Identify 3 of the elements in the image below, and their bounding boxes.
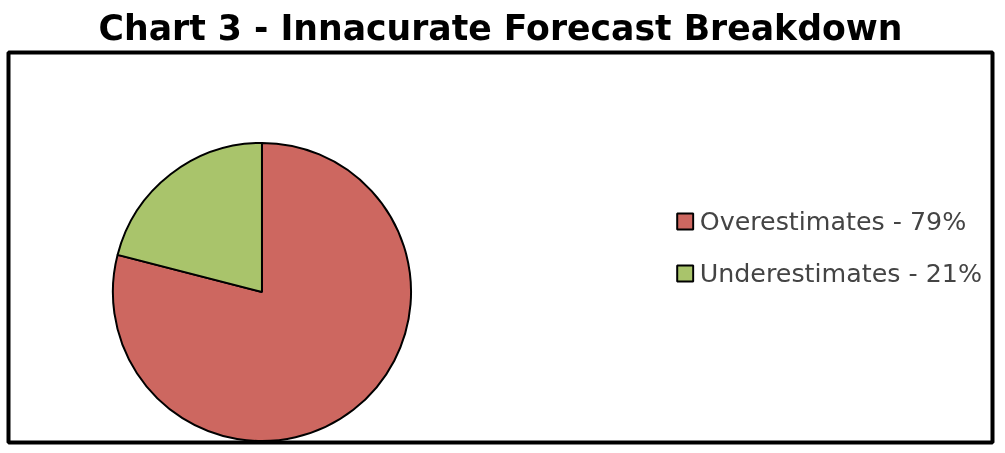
legend-label: Underestimates - 21% [699, 258, 982, 288]
legend-label: Overestimates - 79% [699, 206, 967, 236]
chart-title: Chart 3 - Innacurate Forecast Breakdown [98, 7, 903, 48]
